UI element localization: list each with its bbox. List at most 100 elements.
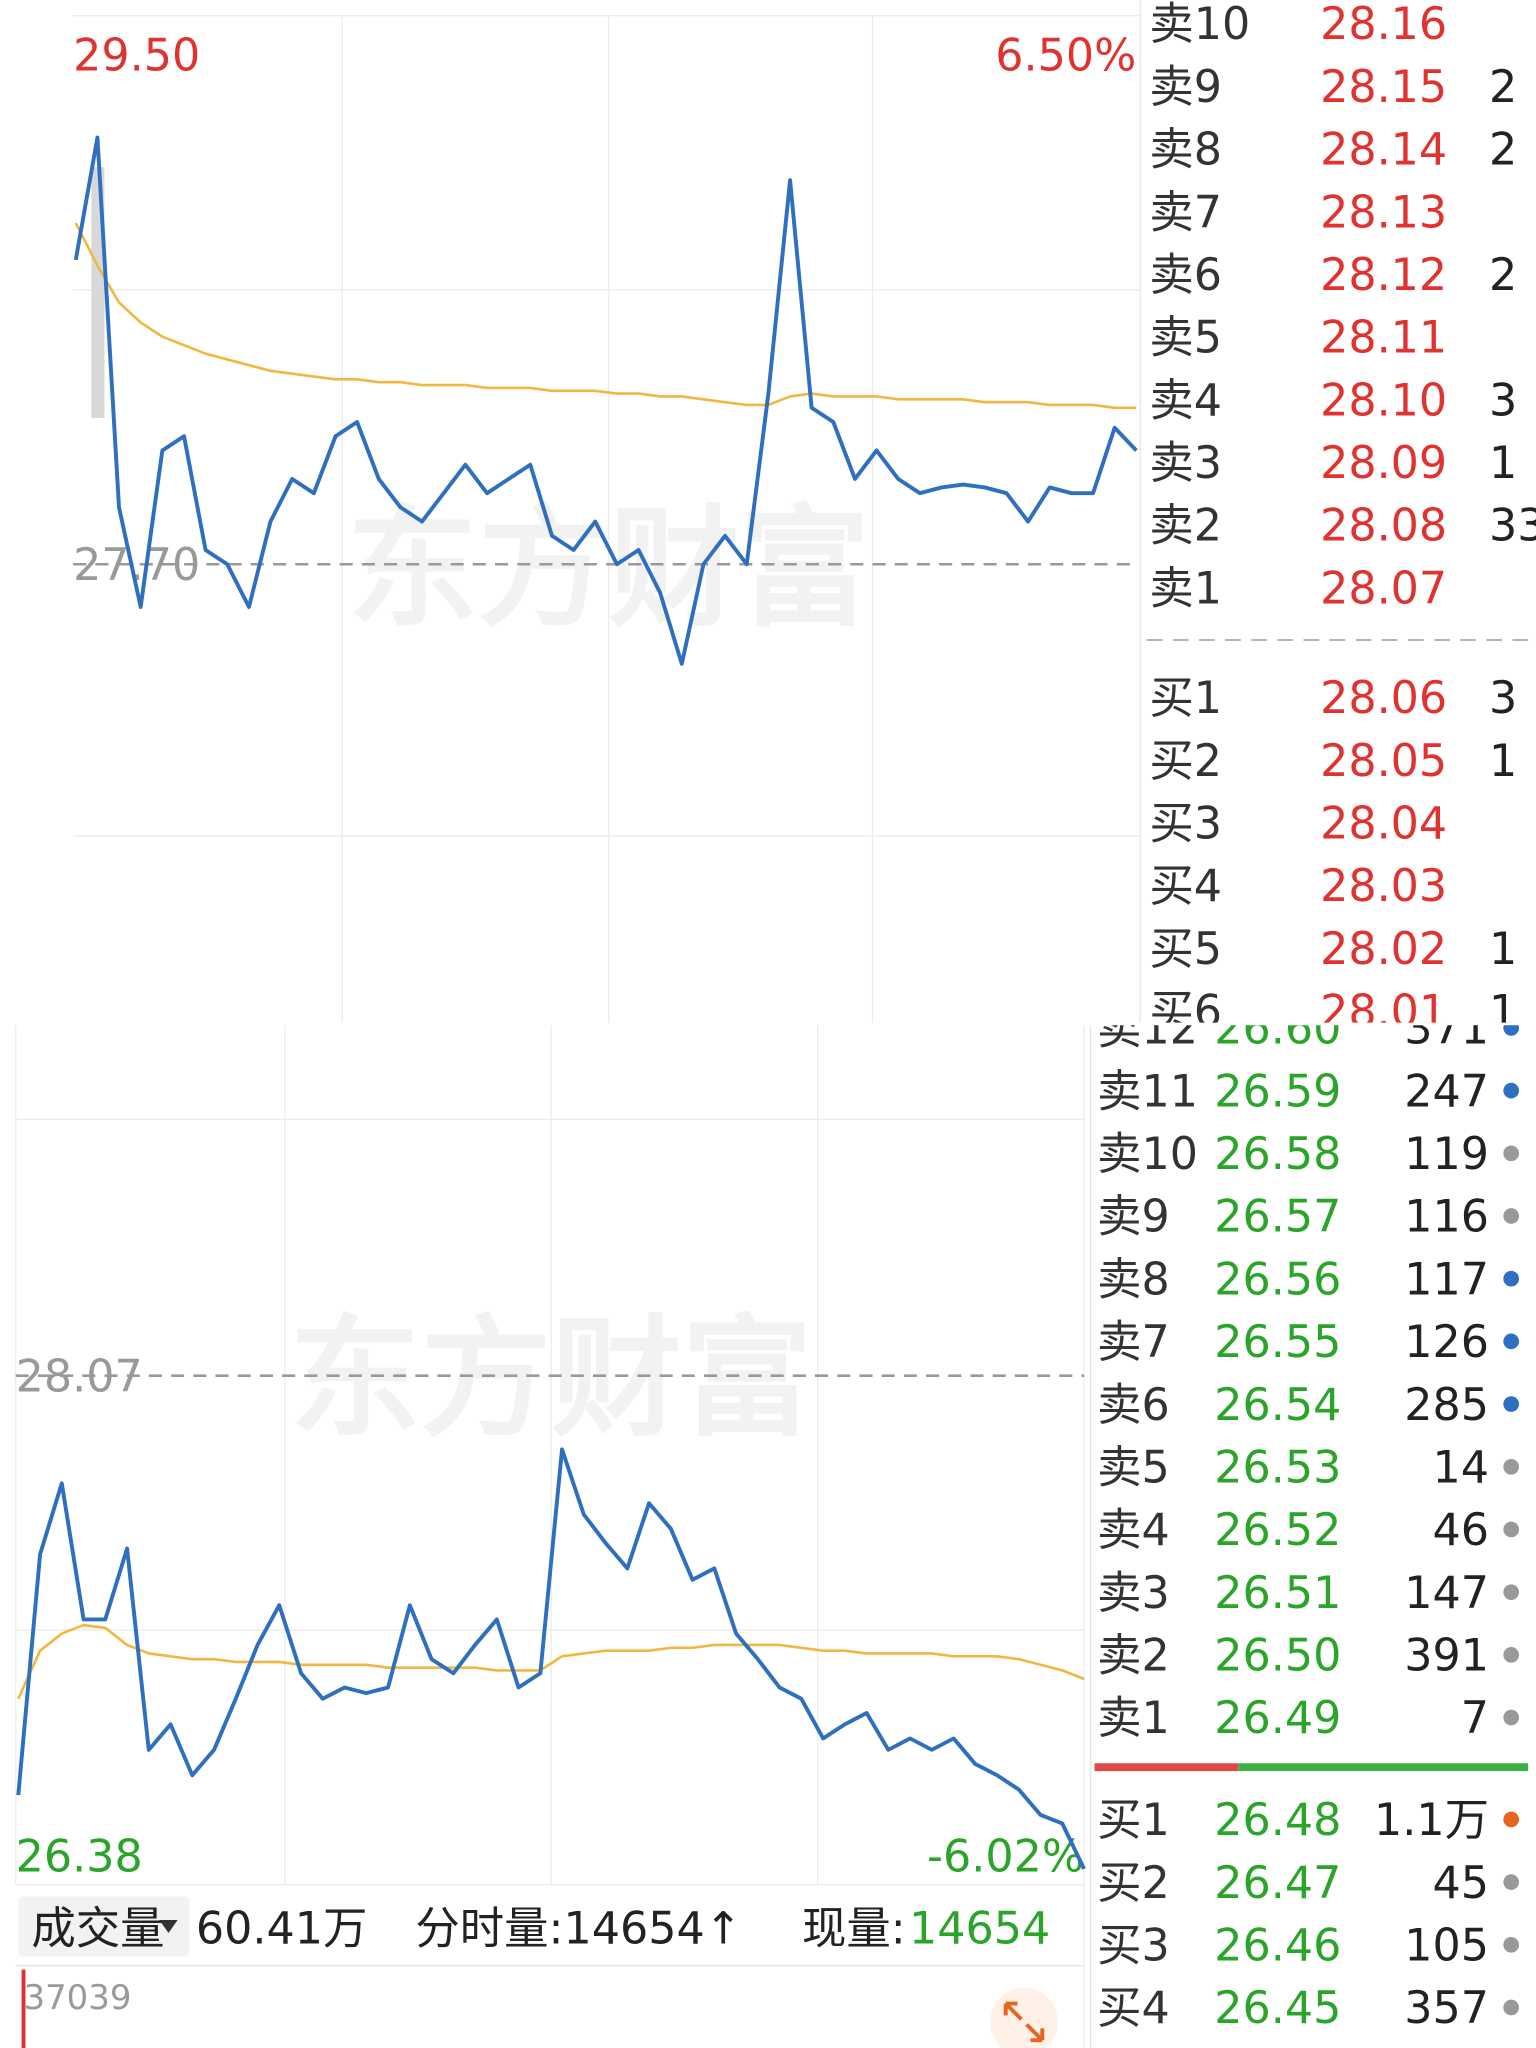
book-volume: 391 (1404, 1631, 1489, 1682)
book-label: 卖9 (1097, 1192, 1170, 1243)
book-label: 买3 (1149, 799, 1222, 850)
book-label: 买6 (1149, 987, 1222, 1038)
low-label: 26.38 (16, 1832, 143, 1883)
book-dot (1503, 1874, 1520, 1890)
current-volume-value: 14654 (909, 1904, 1050, 1955)
book-label: 买4 (1097, 1983, 1170, 2034)
selector-box[interactable] (18, 1896, 190, 1957)
book-price: 26.51 (1214, 1568, 1341, 1619)
bottom-panel: 东方财富 成交量 60.41万 分时量:14654↑ 现量: 14654 370… (0, 1004, 1536, 2048)
book-bar-sell (1094, 1763, 1239, 1772)
interval-volume: 分时量:14654↑ (415, 1904, 742, 1955)
book-price: 28.16 (1320, 0, 1447, 50)
book-price: 26.60 (1214, 1004, 1341, 1055)
book-price: 28.05 (1320, 736, 1447, 787)
book-dot (1503, 1270, 1520, 1287)
volume-total: 60.41万 (196, 1904, 367, 1955)
book-price: 28.12 (1320, 250, 1447, 301)
volume-selector[interactable]: 成交量 (31, 1904, 164, 1955)
book-label: 卖6 (1097, 1380, 1170, 1431)
book-label: 买1 (1149, 673, 1222, 724)
price-line (73, 135, 1138, 666)
book-price: 26.58 (1214, 1129, 1341, 1180)
watermark: 东方财富 (347, 493, 869, 645)
book-volume: 3 (1489, 673, 1517, 724)
prev-close-label: 28.07 (16, 1351, 143, 1402)
grid (15, 1025, 1085, 2048)
book-dot (1503, 1145, 1520, 1162)
book-volume: 2 (1489, 62, 1517, 113)
book-label: 买3 (1097, 1920, 1170, 1971)
book-label: 卖1 (1097, 1693, 1170, 1744)
average-line (17, 1623, 1085, 1700)
book-price: 28.01 (1320, 987, 1447, 1038)
book-label: 卖3 (1097, 1568, 1170, 1619)
book-price: 26.53 (1214, 1442, 1341, 1493)
book-price: 26.45 (1214, 1983, 1341, 2034)
book-label: 买1 (1097, 1795, 1170, 1846)
book-price: 26.56 (1214, 1254, 1341, 1305)
panel-background (0, 0, 1536, 1023)
book-volume: 33 (1489, 501, 1536, 552)
book-label: 卖5 (1149, 313, 1222, 364)
pct-label: -6.02% (927, 1832, 1084, 1883)
book-label: 卖12 (1097, 1004, 1198, 1055)
book-volume: 126 (1404, 1317, 1489, 1368)
book-volume: 2 (1489, 250, 1517, 301)
book-volume: 357 (1404, 1983, 1489, 2034)
book-dot (1503, 1999, 1520, 2016)
book-dot (1503, 1521, 1520, 1538)
book-label: 卖4 (1097, 1505, 1170, 1556)
book-price: 28.13 (1320, 187, 1447, 238)
book-price: 28.14 (1320, 125, 1447, 176)
book-volume: 1 (1489, 438, 1517, 489)
dropdown-arrow[interactable] (159, 1920, 178, 1934)
book-price: 26.55 (1214, 1317, 1341, 1368)
grid (73, 15, 1139, 1023)
book-volume: 3 (1489, 375, 1517, 426)
book-price: 26.47 (1214, 1858, 1341, 1909)
book-label: 卖8 (1149, 125, 1222, 176)
book-price: 26.48 (1214, 1795, 1341, 1846)
book-volume: 1.1万 (1374, 1795, 1489, 1846)
book-label: 卖3 (1149, 438, 1222, 489)
book-volume: 45 (1432, 1858, 1489, 1909)
book-price: 28.06 (1320, 673, 1447, 724)
book-volume: 1 (1489, 736, 1517, 787)
book-label: 卖8 (1097, 1254, 1170, 1305)
book-label: 卖10 (1149, 0, 1250, 50)
book-volume: 371 (1404, 1004, 1489, 1055)
book-dot (1503, 1333, 1520, 1350)
book-label: 卖11 (1097, 1066, 1198, 1117)
expand-icon[interactable] (990, 1987, 1058, 2048)
book-price: 28.03 (1320, 861, 1447, 912)
book-price: 28.15 (1320, 62, 1447, 113)
book-label: 买5 (1149, 924, 1222, 975)
book-price: 26.46 (1214, 1920, 1341, 1971)
book-bar-buy (1238, 1763, 1529, 1772)
book-label: 卖10 (1097, 1129, 1198, 1180)
book-dot (1503, 1396, 1520, 1412)
book-volume: 1 (1489, 987, 1517, 1038)
book-dot (1503, 1584, 1520, 1600)
book-volume: 147 (1404, 1568, 1489, 1619)
book-volume: 285 (1404, 1380, 1489, 1431)
book-dot (1503, 1208, 1520, 1224)
watermark: 东方财富 (290, 1303, 812, 1455)
book-price: 26.50 (1214, 1631, 1341, 1682)
book-label: 卖2 (1097, 1631, 1170, 1682)
book-label: 卖7 (1149, 187, 1222, 238)
book-price: 28.02 (1320, 924, 1447, 975)
sub-chart-value: 37039 (24, 1978, 132, 2018)
book-volume: 116 (1404, 1192, 1489, 1243)
book-price: 26.52 (1214, 1505, 1341, 1556)
book-volume: 105 (1404, 1920, 1489, 1971)
book-dot (1503, 1709, 1520, 1726)
book-label: 卖6 (1149, 250, 1222, 301)
book-price: 26.57 (1214, 1192, 1341, 1243)
book-price: 28.09 (1320, 438, 1447, 489)
book-volume: 7 (1461, 1693, 1489, 1744)
book-label: 卖5 (1097, 1442, 1170, 1493)
